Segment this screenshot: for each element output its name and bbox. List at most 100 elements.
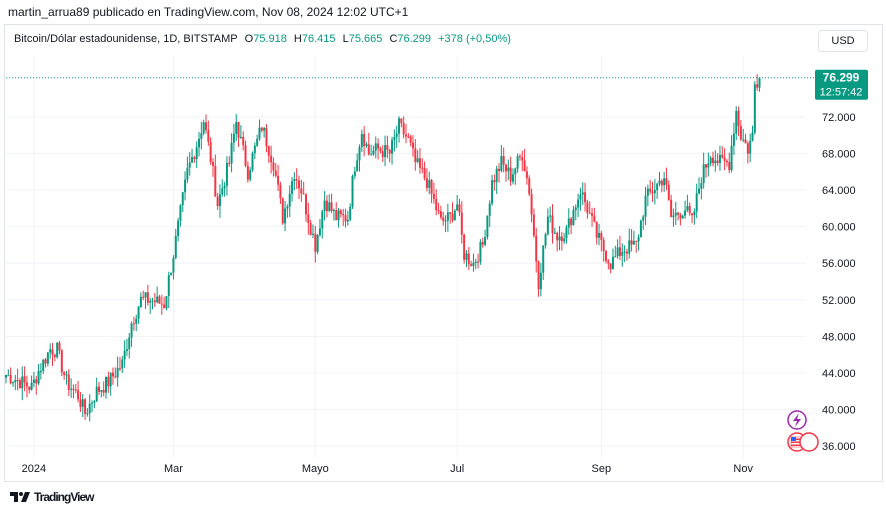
candle-body	[511, 174, 514, 182]
candle-body	[439, 211, 442, 218]
candle-body	[435, 199, 438, 211]
candle-body	[284, 208, 287, 224]
candle-body	[591, 213, 594, 216]
candle-body	[88, 403, 91, 414]
candle-body	[7, 374, 10, 376]
candle-body	[749, 140, 752, 154]
candle-body	[388, 149, 391, 154]
candle-body	[386, 145, 389, 150]
candle-body	[758, 77, 761, 88]
candle-body	[328, 202, 331, 211]
candle-body	[170, 272, 173, 276]
candle-body	[532, 214, 535, 236]
candle-body	[349, 206, 352, 220]
candle-body	[214, 165, 217, 197]
candle-body	[49, 349, 52, 353]
candle-body	[614, 256, 617, 258]
y-tick-label: 36.000	[822, 441, 856, 453]
change-value: +378 (+0,50%)	[438, 33, 511, 45]
candle-body	[600, 233, 603, 240]
lightning-icon[interactable]	[787, 410, 807, 430]
x-tick-label: Nov	[733, 463, 753, 475]
candle-body	[500, 155, 503, 171]
symbol-name: Bitcoin/Dólar estadounidense, 1D, BITSTA…	[14, 33, 238, 45]
candle-body	[437, 210, 440, 212]
candle-body	[653, 190, 656, 194]
candle-body	[656, 183, 659, 191]
candle-body	[377, 143, 380, 149]
chart-panel[interactable]	[4, 24, 883, 482]
candle-body	[672, 215, 675, 218]
candle-body	[414, 148, 417, 162]
candle-body	[744, 139, 747, 144]
price-badge: 76.299 12:57:42	[815, 69, 868, 100]
candle-body	[495, 168, 498, 183]
candle-body	[681, 215, 684, 219]
candle-body	[277, 175, 280, 185]
candle-body	[332, 209, 335, 212]
candle-body	[216, 196, 219, 207]
candle-body	[551, 215, 554, 234]
candle-body	[405, 134, 407, 137]
currency-button[interactable]: USD	[818, 30, 868, 52]
candle-body	[477, 261, 480, 263]
candle-body	[298, 180, 301, 189]
candle-body	[191, 157, 194, 163]
candle-body	[181, 192, 184, 206]
candle-body	[211, 161, 214, 166]
candle-body	[449, 212, 452, 214]
candle-body	[625, 251, 628, 254]
candle-body	[565, 227, 568, 239]
event-markers[interactable]	[787, 410, 819, 452]
candle-body	[458, 204, 461, 213]
candle-body	[305, 194, 307, 215]
candle-body	[186, 167, 189, 180]
candle-body	[286, 206, 289, 209]
event-flag-icon-secondary[interactable]	[799, 432, 819, 452]
candle-body	[670, 199, 673, 218]
candle-body	[360, 133, 363, 148]
x-tick-label: Mar	[164, 463, 183, 475]
candle-body	[30, 382, 33, 390]
candle-body	[105, 376, 107, 393]
candle-body	[318, 228, 321, 236]
candle-body	[165, 296, 168, 309]
candle-body	[179, 205, 182, 221]
candle-body	[421, 167, 424, 169]
candle-body	[116, 368, 119, 378]
candle-body	[688, 206, 691, 214]
candle-body	[460, 212, 463, 235]
candle-body	[593, 215, 596, 222]
candle-body	[474, 261, 477, 263]
x-axis[interactable]: 2024 Mar Mayo Jul Sep Nov	[22, 463, 754, 475]
candle-body	[607, 260, 610, 264]
candle-body	[335, 209, 338, 221]
candle-body	[77, 390, 80, 400]
candle-body	[430, 180, 433, 194]
candle-body	[756, 84, 759, 88]
candle-body	[598, 233, 601, 238]
candle-body	[132, 323, 135, 325]
candle-body	[172, 257, 175, 273]
candle-body	[398, 118, 401, 134]
candle-body	[56, 342, 59, 358]
candle-body	[79, 399, 82, 407]
y-axis[interactable]: 36.000 40.000 44.000 48.000 52.000 56.000 60.0…	[822, 112, 856, 453]
candle-body	[537, 261, 540, 290]
candle-body	[567, 218, 570, 228]
candle-body	[195, 147, 198, 160]
y-tick-label: 44.000	[822, 368, 856, 380]
candle-body	[200, 133, 203, 139]
candle-body	[151, 300, 154, 302]
candle-body	[98, 386, 101, 392]
candle-body	[205, 122, 207, 131]
candle-body	[372, 150, 375, 155]
candle-body	[428, 180, 431, 188]
candle-body	[130, 323, 133, 338]
candle-body	[107, 376, 110, 387]
candle-body	[723, 157, 726, 161]
candle-body	[295, 179, 298, 181]
candle-body	[753, 84, 756, 133]
candle-body	[237, 122, 240, 138]
